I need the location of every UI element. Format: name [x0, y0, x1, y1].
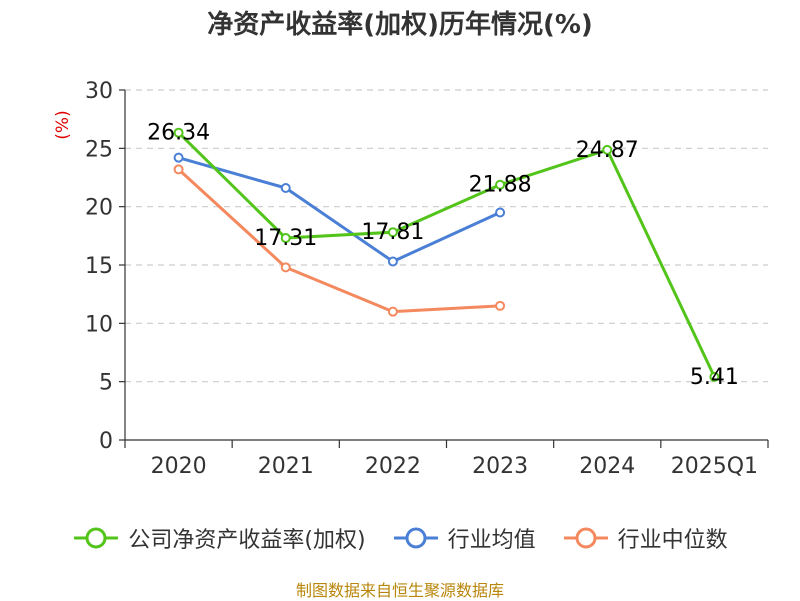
x-tick-label: 2022: [365, 454, 421, 479]
data-point-0: [280, 233, 291, 244]
data-label: 26.34: [147, 121, 210, 146]
data-point-0: [173, 127, 184, 138]
y-tick-label: 5: [99, 371, 113, 396]
x-tick-label: 2024: [579, 454, 635, 479]
legend-label: 行业中位数: [617, 528, 728, 553]
data-point-1: [173, 152, 184, 163]
x-tick-label: 2025Q1: [671, 454, 758, 479]
data-point-0: [495, 179, 506, 190]
legend: 公司净资产收益率(加权) 行业均值 行业中位数: [0, 518, 800, 558]
data-label: 21.88: [469, 173, 532, 198]
legend-marker-icon: [74, 527, 119, 549]
data-point-0: [709, 371, 720, 382]
data-point-2: [173, 164, 184, 175]
legend-item-0[interactable]: 公司净资产收益率(加权): [72, 522, 366, 554]
data-label: 5.41: [690, 365, 739, 390]
legend-marker-icon: [563, 527, 608, 549]
chart-title: 净资产收益率(加权)历年情况(%): [207, 10, 593, 40]
y-tick-label: 15: [85, 254, 113, 279]
data-label: 24.87: [576, 138, 639, 163]
y-tick-label: 20: [85, 196, 113, 221]
data-point-1: [495, 207, 506, 218]
data-point-1: [280, 183, 291, 193]
x-tick-label: 2020: [151, 454, 207, 479]
y-tick-label: 30: [85, 79, 113, 104]
data-point-0: [387, 227, 398, 238]
legend-label: 公司净资产收益率(加权): [128, 528, 366, 553]
data-point-2: [495, 300, 506, 311]
x-tick-label: 2021: [258, 454, 314, 479]
data-point-2: [387, 306, 398, 317]
data-point-0: [602, 144, 613, 155]
legend-marker-icon: [393, 527, 438, 549]
legend-item-1[interactable]: 行业均值: [392, 522, 536, 554]
data-point-1: [387, 256, 398, 267]
y-tick-label: 0: [99, 429, 113, 454]
source-note: 制图数据来自恒生聚源数据库: [295, 581, 504, 600]
legend-label: 行业均值: [447, 528, 536, 553]
data-label: 17.31: [254, 226, 317, 251]
data-label: 17.81: [361, 220, 424, 245]
y-axis-label: (%): [53, 110, 73, 139]
legend-item-2[interactable]: 行业中位数: [562, 522, 728, 554]
series-line-0: [177, 131, 716, 378]
x-tick-label: 2023: [472, 454, 528, 479]
y-tick-label: 25: [85, 137, 113, 162]
data-point-2: [280, 262, 291, 273]
y-tick-label: 10: [85, 312, 113, 337]
series-line-1: [178, 156, 501, 263]
series-line-2: [177, 168, 501, 314]
